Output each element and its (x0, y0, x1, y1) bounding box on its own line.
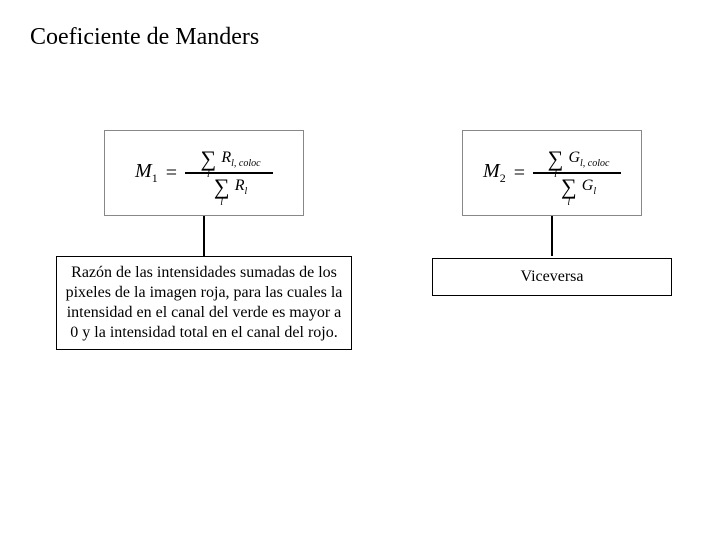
formula-m1-num-var: R (221, 149, 231, 166)
page-title: Coeficiente de Manders (30, 24, 259, 51)
connector-line-right (551, 216, 553, 256)
connector-line-left (203, 216, 205, 256)
equals-sign: = (514, 162, 525, 185)
formula-m1-fraction: ∑l Rl, coloc ∑l Rl (185, 146, 273, 200)
sigma-index: l (554, 170, 557, 180)
formula-m2-numerator: ∑l Gl, coloc (538, 146, 615, 172)
formula-m2-num-sub: l, coloc (580, 158, 609, 169)
formula-m2-den-term: Gl (582, 177, 596, 197)
formula-m2-lhs-sub: 2 (500, 171, 506, 185)
formula-m2-den-var: G (582, 177, 594, 194)
formula-m1-lhs: M1 (135, 160, 158, 186)
formula-m2: M2 = ∑l Gl, coloc ∑l Gl (483, 146, 621, 200)
formula-m1-lhs-sub: 1 (152, 171, 158, 185)
sigma-icon: ∑l (544, 148, 566, 170)
formula-m2-fraction: ∑l Gl, coloc ∑l Gl (533, 146, 621, 200)
formula-m2-num-term: Gl, coloc (568, 149, 609, 169)
formula-m1-den-term: Rl (235, 177, 248, 197)
caption-m1: Razón de las intensidades sumadas de los… (56, 256, 352, 350)
formula-m2-denominator: ∑l Gl (552, 174, 602, 200)
formula-m1: M1 = ∑l Rl, coloc ∑l Rl (135, 146, 273, 200)
sigma-index: l (567, 198, 570, 208)
formula-m2-lhs: M2 (483, 160, 506, 186)
formula-m2-num-var: G (568, 149, 580, 166)
formula-m2-box: M2 = ∑l Gl, coloc ∑l Gl (462, 130, 642, 216)
caption-m2: Viceversa (432, 258, 672, 296)
formula-m1-num-sub: l, coloc (231, 158, 260, 169)
formula-m1-lhs-symbol: M (135, 160, 152, 182)
sigma-icon: ∑l (197, 148, 219, 170)
sigma-index: l (220, 198, 223, 208)
sigma-icon: ∑l (211, 176, 233, 198)
equals-sign: = (166, 162, 177, 185)
formula-m1-den-var: R (235, 177, 245, 194)
formula-m1-denominator: ∑l Rl (205, 174, 254, 200)
formula-m1-numerator: ∑l Rl, coloc (191, 146, 266, 172)
formula-m1-num-term: Rl, coloc (221, 149, 260, 169)
formula-m2-lhs-symbol: M (483, 160, 500, 182)
formula-m1-box: M1 = ∑l Rl, coloc ∑l Rl (104, 130, 304, 216)
sigma-icon: ∑l (558, 176, 580, 198)
sigma-index: l (207, 170, 210, 180)
formula-m1-den-sub: l (244, 186, 247, 197)
formula-m2-den-sub: l (593, 186, 596, 197)
